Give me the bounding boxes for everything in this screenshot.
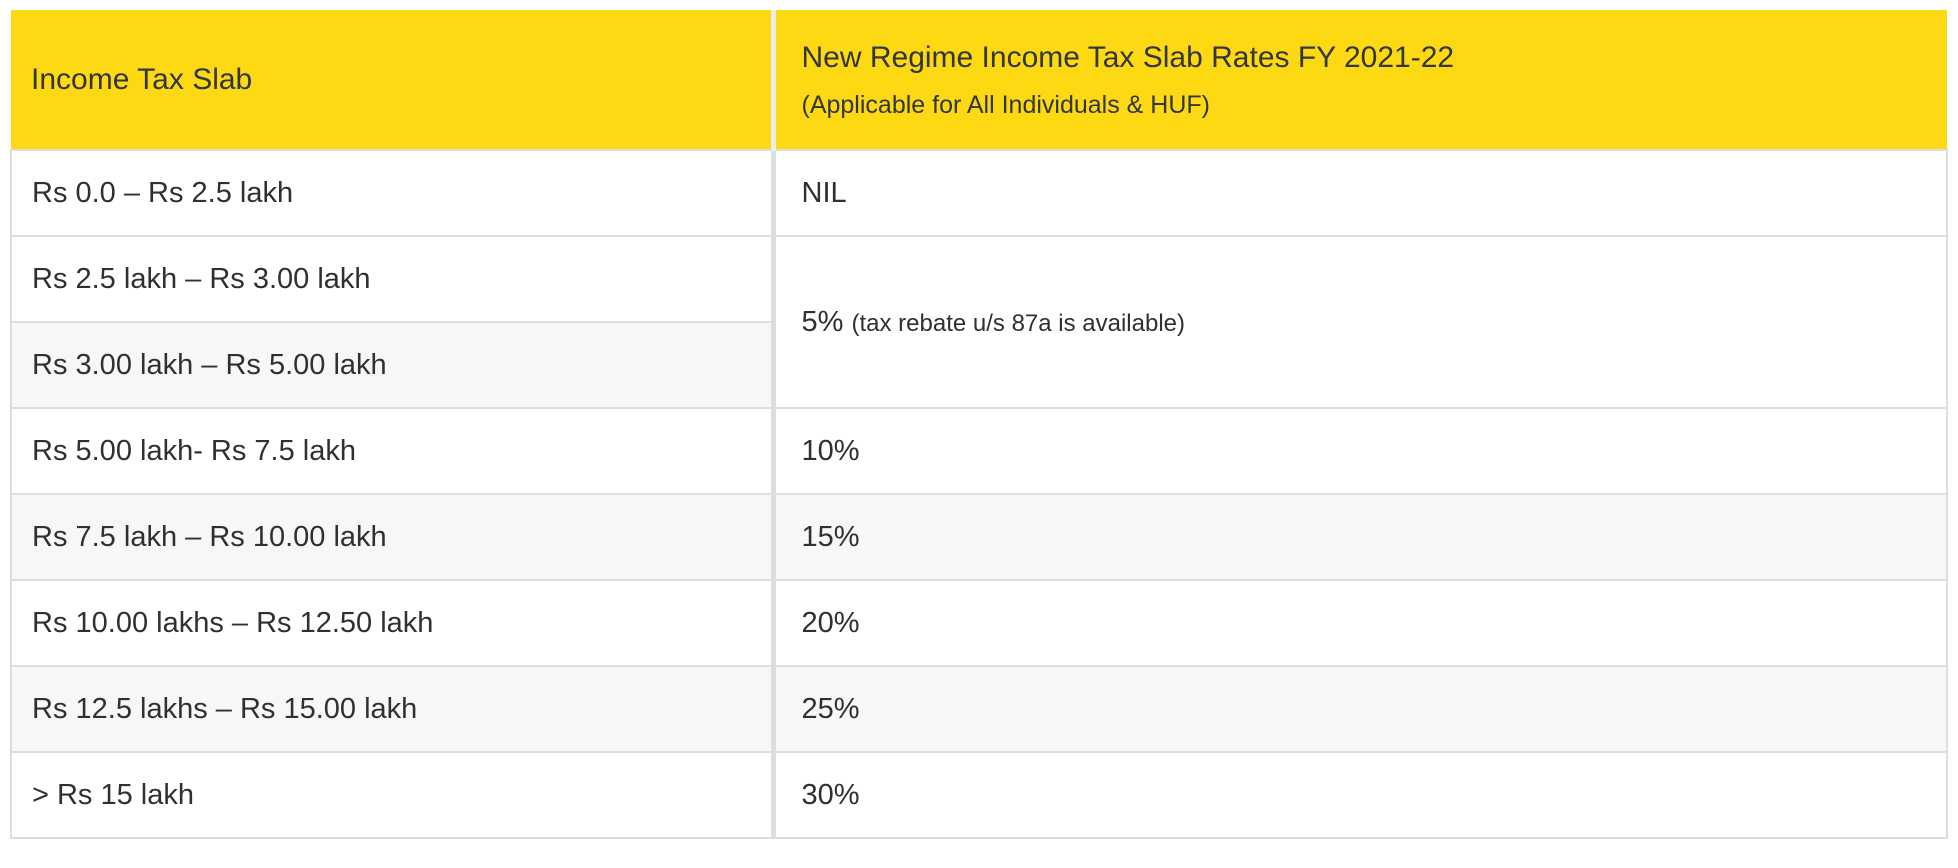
header-col1-title: Income Tax Slab [31, 62, 253, 96]
header-col2-subtitle: (Applicable for All Individuals & HUF) [801, 90, 1211, 119]
slab-cell: Rs 7.5 lakh – Rs 10.00 lakh [10, 493, 774, 581]
table-row: Rs 12.5 lakhs – Rs 15.00 lakh 25% [10, 665, 1948, 753]
table-row: Rs 10.00 lakhs – Rs 12.50 lakh 20% [10, 579, 1948, 667]
slab-cell: Rs 3.00 lakh – Rs 5.00 lakh [10, 321, 774, 409]
table-row: > Rs 15 lakh 30% [10, 751, 1948, 839]
header-cell-income-tax-slab: Income Tax Slab [11, 10, 773, 150]
slab-cell: Rs 10.00 lakhs – Rs 12.50 lakh [10, 579, 774, 667]
slab-cell: > Rs 15 lakh [10, 751, 774, 839]
table-row: Rs 3.00 lakh – Rs 5.00 lakh [10, 321, 1947, 409]
table-row: Rs 2.5 lakh – Rs 3.00 lakh 5% (tax rebat… [10, 235, 1948, 409]
rate-cell: 25% [770, 665, 1948, 753]
slab-cell: Rs 0.0 – Rs 2.5 lakh [10, 149, 774, 237]
rate-note: (tax rebate u/s 87a is available) [851, 309, 1185, 337]
rate-cell: 15% [770, 493, 1948, 581]
header-row: Income Tax Slab New Regime Income Tax Sl… [11, 10, 1947, 150]
rate-cell: NIL [770, 149, 1948, 237]
table-row: Rs 0.0 – Rs 2.5 lakh NIL [10, 149, 1948, 237]
rate-cell: 30% [770, 751, 1948, 839]
rate-value: 5% [801, 305, 844, 338]
table-row: Rs 5.00 lakh- Rs 7.5 lakh 10% [10, 407, 1948, 495]
header-cell-new-regime-rates: New Regime Income Tax Slab Rates FY 2021… [770, 10, 1947, 150]
rate-cell: 20% [770, 579, 1948, 667]
header-col2-title: New Regime Income Tax Slab Rates FY 2021… [801, 40, 1455, 74]
slab-cell: Rs 12.5 lakhs – Rs 15.00 lakh [10, 665, 774, 753]
slab-cell: Rs 2.5 lakh – Rs 3.00 lakh [10, 235, 774, 323]
rate-cell-merged: 5% (tax rebate u/s 87a is available) [770, 235, 1948, 409]
table-body: Rs 0.0 – Rs 2.5 lakh NIL Rs 2.5 lakh – R… [10, 149, 1948, 839]
slab-cell: Rs 5.00 lakh- Rs 7.5 lakh [10, 407, 774, 495]
table-row: Rs 7.5 lakh – Rs 10.00 lakh 15% [10, 493, 1948, 581]
income-tax-slab-table: Income Tax Slab New Regime Income Tax Sl… [10, 10, 1948, 839]
rate-cell: 10% [770, 407, 1948, 495]
table-header: Income Tax Slab New Regime Income Tax Sl… [11, 10, 1947, 150]
